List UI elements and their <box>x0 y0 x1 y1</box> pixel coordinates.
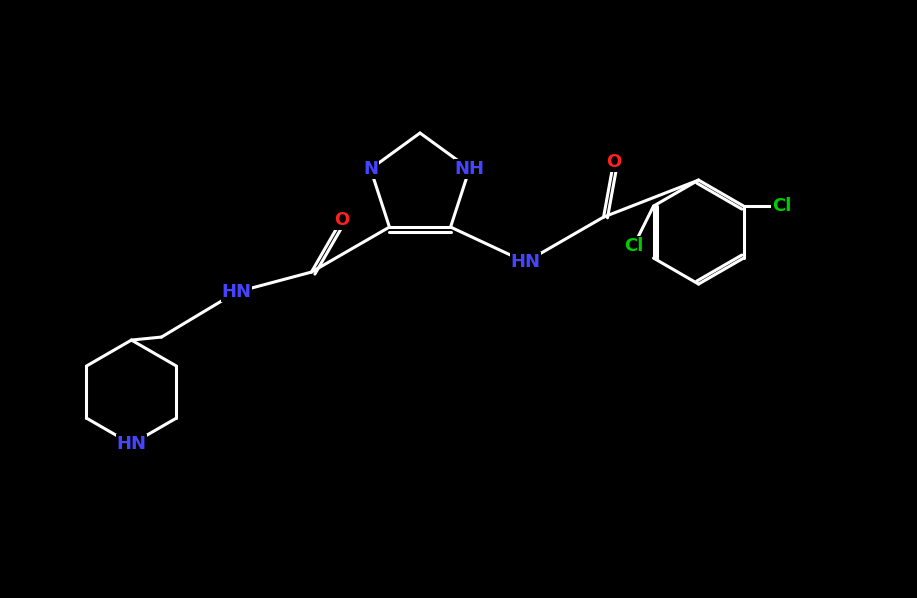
Text: O: O <box>606 153 621 171</box>
Text: N: N <box>363 160 378 178</box>
Text: Cl: Cl <box>624 237 643 255</box>
Text: HN: HN <box>221 283 251 301</box>
Text: HN: HN <box>511 253 540 271</box>
Text: Cl: Cl <box>772 197 791 215</box>
Text: O: O <box>334 211 349 229</box>
Text: NH: NH <box>455 160 484 178</box>
Text: HN: HN <box>116 435 147 453</box>
